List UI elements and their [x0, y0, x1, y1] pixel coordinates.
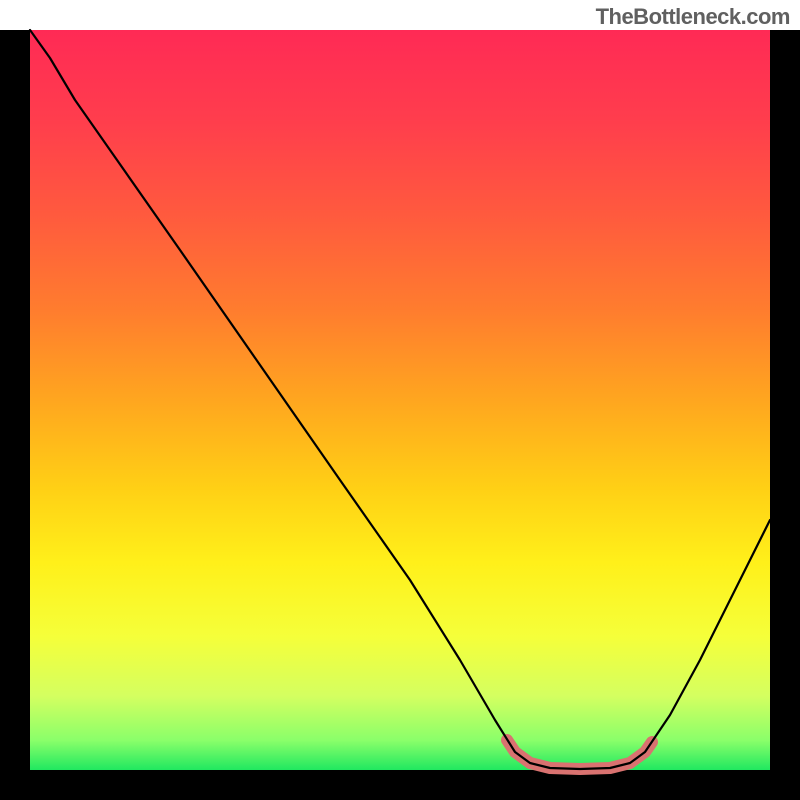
chart-container: TheBottleneck.com: [0, 0, 800, 800]
border-left: [0, 30, 30, 800]
border-bottom: [0, 770, 800, 800]
border-right: [770, 30, 800, 800]
watermark-text: TheBottleneck.com: [596, 4, 790, 30]
bottleneck-chart: [0, 0, 800, 800]
plot-background: [30, 30, 770, 770]
